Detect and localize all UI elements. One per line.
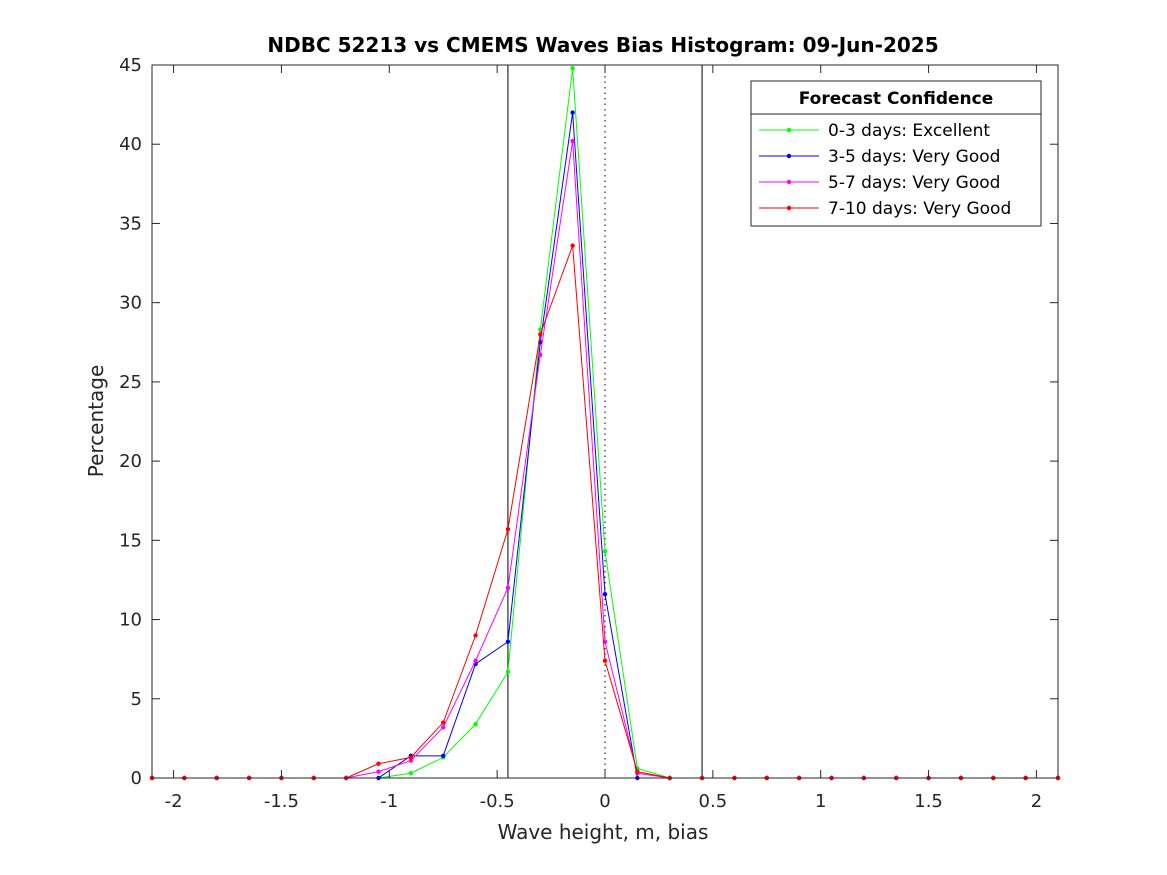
series-point [602, 549, 608, 554]
y-tick-label: 30 [119, 293, 142, 314]
series-point [602, 658, 608, 663]
x-tick-label: -1.5 [264, 791, 299, 812]
series-point [473, 721, 478, 727]
series-point [538, 332, 543, 337]
y-tick-label: 20 [119, 451, 142, 472]
legend-label: 0-3 days: Excellent [828, 121, 990, 141]
y-tick-label: 0 [131, 768, 142, 789]
series-point [505, 639, 511, 644]
series-point [408, 755, 414, 760]
series-point [570, 138, 575, 144]
x-tick-label: -2 [165, 791, 183, 812]
legend-box [750, 80, 1042, 227]
series-point [441, 753, 446, 759]
legend: Forecast Confidence 0-3 days: Excellent 3… [750, 80, 1042, 227]
series-point [441, 725, 446, 730]
series-point [505, 585, 511, 591]
legend-title: Forecast Confidence [799, 89, 994, 109]
plot-frame [151, 64, 1059, 779]
legend-entry-1: 0-3 days: Excellent [759, 121, 990, 141]
y-tick-label: 45 [119, 55, 142, 76]
legend-label: 3-5 days: Very Good [828, 147, 1000, 167]
x-axis: -2 -1.5 -1 -0.5 0 0.5 1 1.5 2 [165, 65, 1042, 812]
series-point [635, 769, 640, 774]
series-point [602, 592, 608, 597]
y-tick-label: 25 [119, 372, 142, 393]
series-point [408, 758, 414, 763]
legend-swatch-marker [786, 205, 792, 211]
y-axis-label: Percentage [84, 365, 108, 478]
x-tick-label: -1 [380, 791, 398, 812]
x-tick-label: 1 [815, 791, 826, 812]
series-point [376, 761, 381, 766]
series-point [505, 527, 511, 532]
series-point [441, 720, 446, 725]
y-axis: 0 5 10 15 20 25 30 35 40 45 [119, 55, 1058, 789]
series-point [408, 771, 414, 776]
series-point [473, 658, 478, 663]
y-tick-label: 40 [119, 134, 142, 155]
series-point [570, 110, 575, 115]
series-point [376, 769, 381, 774]
legend-swatch-marker [786, 153, 792, 159]
x-tick-label: 1.5 [914, 791, 943, 812]
legend-label: 7-10 days: Very Good [828, 199, 1011, 219]
x-tick-label: 0.5 [699, 791, 728, 812]
x-tick-label: 0 [599, 791, 610, 812]
series-point [505, 669, 511, 675]
legend-entry-2: 3-5 days: Very Good [759, 147, 1000, 167]
legend-swatch-marker [786, 127, 792, 133]
legend-swatch-marker [786, 179, 792, 185]
y-tick-label: 15 [119, 530, 142, 551]
chart-title: NDBC 52213 vs CMEMS Waves Bias Histogram… [267, 33, 938, 57]
series-point [570, 243, 575, 248]
y-tick-label: 10 [119, 610, 142, 631]
x-tick-label: -0.5 [480, 791, 515, 812]
y-tick-label: 5 [131, 689, 142, 710]
x-axis-label: Wave height, m, bias [498, 820, 709, 844]
series-point [473, 633, 478, 638]
legend-entry-4: 7-10 days: Very Good [759, 199, 1011, 219]
legend-entry-3: 5-7 days: Very Good [759, 173, 1000, 193]
series-point [570, 65, 575, 71]
y-tick-label: 35 [119, 213, 142, 234]
x-tick-label: 2 [1031, 791, 1042, 812]
series-point [538, 352, 543, 358]
legend-label: 5-7 days: Very Good [828, 173, 1000, 193]
